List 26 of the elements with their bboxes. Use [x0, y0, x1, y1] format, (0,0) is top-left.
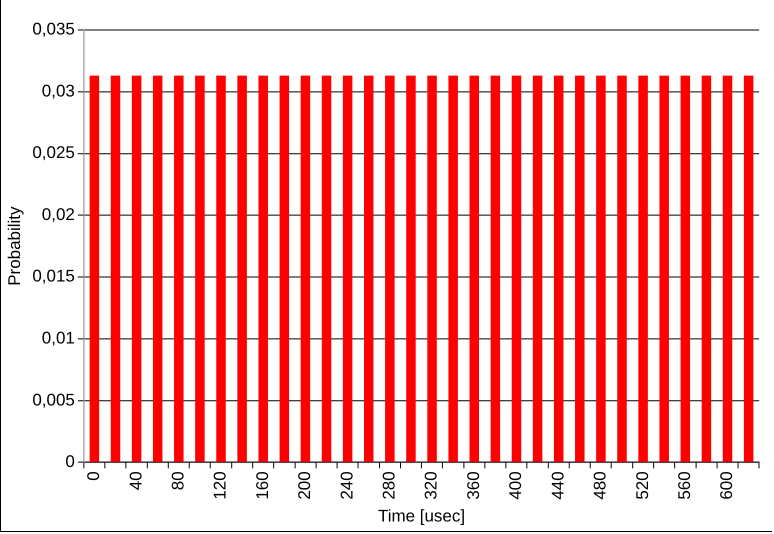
x-tick-label: 520 — [632, 471, 652, 500]
x-tick-label: 120 — [210, 471, 230, 500]
y-tick-label: 0,035 — [32, 20, 75, 39]
x-tick-label: 400 — [506, 471, 526, 500]
x-tick-label: 40 — [126, 471, 146, 490]
x-tick-label: 480 — [590, 471, 610, 500]
y-tick-label: 0,015 — [32, 266, 75, 286]
x-tick-label: 440 — [548, 471, 568, 500]
x-axis-title: Time [usec] — [378, 506, 466, 526]
y-tick-label: 0,025 — [32, 143, 75, 162]
y-tick-label: 0,005 — [32, 390, 75, 410]
x-tick-label: 200 — [295, 471, 314, 500]
y-tick-label: 0,02 — [42, 204, 75, 224]
x-tick-label: 240 — [337, 471, 356, 500]
x-tick-label: 80 — [168, 471, 188, 490]
x-tick-label: 0 — [84, 471, 104, 481]
y-tick-label: 0 — [65, 452, 75, 472]
y-tick-label: 0,03 — [42, 81, 75, 100]
y-tick-label: 0,01 — [42, 328, 75, 348]
x-tick-label: 560 — [674, 471, 694, 500]
x-tick-label: 160 — [252, 471, 272, 500]
x-tick-label: 320 — [422, 471, 441, 500]
y-axis-title: Probability — [4, 206, 24, 286]
x-tick-label: 280 — [380, 471, 399, 500]
x-tick-label: 600 — [717, 471, 736, 500]
x-tick-label: 360 — [464, 471, 483, 500]
